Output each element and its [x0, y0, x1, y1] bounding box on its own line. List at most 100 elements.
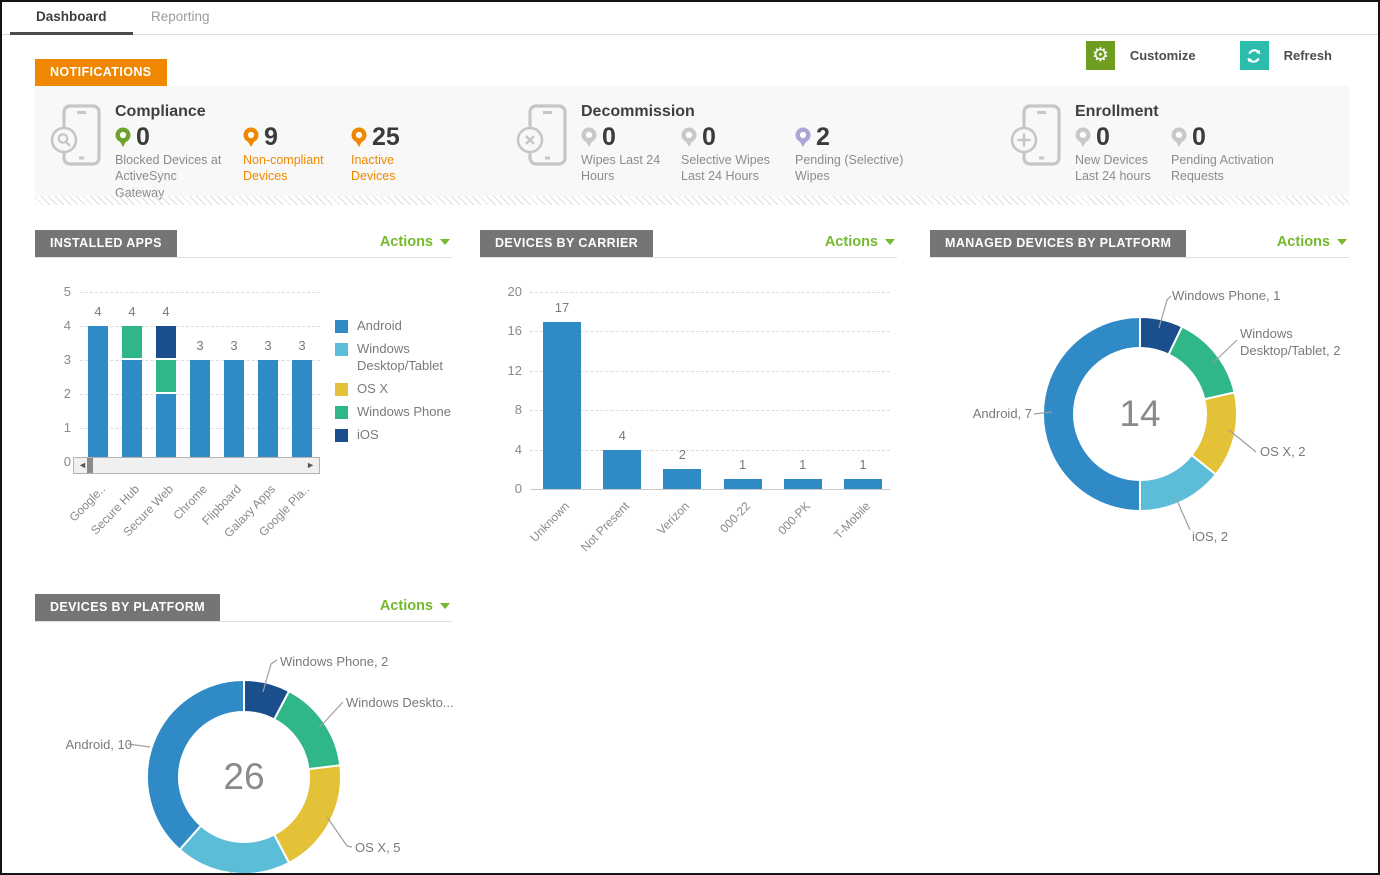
tab-reporting[interactable]: Reporting [151, 9, 210, 24]
compliance-section: Compliance 0 Blocked Devices at ActiveSyn… [49, 103, 419, 201]
stat-value: 2 [816, 122, 830, 151]
legend-item: Windows Phone [335, 404, 467, 420]
donut-slice [1042, 315, 1141, 513]
slice-label: iOS, 2 [1192, 529, 1229, 544]
section-title: Compliance [115, 103, 206, 120]
legend-label: Windows Phone [357, 404, 451, 419]
chevron-down-icon [440, 239, 450, 246]
chevron-down-icon [885, 239, 895, 246]
chart-scrollbar[interactable]: ◄ ► [73, 457, 320, 474]
x-axis-label: Verizon [654, 499, 693, 538]
slice-label: Windows Deskto... [346, 695, 454, 710]
y-axis-label: 8 [514, 402, 522, 418]
stat-value: 0 [602, 122, 616, 151]
slice-label: Windows Desktop/Tablet, 2 [1240, 326, 1341, 358]
gridline [530, 292, 890, 293]
y-axis-label: 4 [514, 441, 522, 457]
refresh-label: Refresh [1283, 48, 1332, 63]
donut-slice [272, 764, 342, 865]
refresh-icon [1239, 41, 1269, 70]
installed-apps-panel: INSTALLED APPS Actions Android Windows De… [35, 230, 452, 580]
bar-segment [190, 360, 210, 462]
panel-title: INSTALLED APPS [35, 230, 177, 257]
bar-segment [258, 360, 278, 462]
gridline [80, 292, 320, 293]
customize-button[interactable]: ⚙ Customize [1085, 41, 1196, 70]
actions-dropdown[interactable]: Actions [380, 598, 450, 614]
legend-item: OS X [335, 381, 467, 397]
stat-value: 0 [1192, 122, 1206, 151]
section-title: Enrollment [1075, 103, 1159, 120]
y-axis-label: 20 [507, 284, 522, 299]
scroll-left-arrow[interactable]: ◄ [78, 460, 87, 470]
compliance-stats: 0 Blocked Devices at ActiveSync Gateway 9 N… [115, 123, 419, 201]
x-axis-label: Not Present [578, 499, 633, 555]
stat-value-row: 0 [1075, 123, 1155, 151]
managed-devices-by-platform-panel: MANAGED DEVICES BY PLATFORM Actions 14 W… [930, 230, 1349, 580]
y-axis-label: 12 [507, 362, 522, 378]
bar-segment [156, 326, 176, 360]
scrollbar-thumb[interactable] [87, 458, 93, 473]
stat-label: New Devices Last 24 hours [1075, 153, 1151, 184]
y-axis-label: 1 [63, 420, 71, 435]
actions-dropdown[interactable]: Actions [380, 234, 450, 250]
panel-header: INSTALLED APPS Actions [35, 230, 452, 258]
stat-label: Non-compliant Devices [243, 153, 324, 184]
pin-icon [1171, 127, 1187, 147]
panel-title: DEVICES BY CARRIER [480, 230, 654, 257]
gridline [530, 449, 890, 451]
actions-label: Actions [1276, 234, 1330, 250]
section-title: Decommission [581, 103, 695, 120]
refresh-button[interactable]: Refresh [1239, 41, 1332, 70]
toolbar: ⚙ Customize Refresh [1085, 41, 1332, 70]
actions-dropdown[interactable]: Actions [1277, 234, 1347, 250]
scroll-right-arrow[interactable]: ► [306, 460, 315, 470]
bar-segment [122, 360, 142, 462]
tab-dashboard[interactable]: Dashboard [10, 2, 133, 35]
phone-plus-icon [1010, 104, 1061, 166]
bar-segment [88, 326, 108, 462]
x-axis-label: Unknown [527, 499, 573, 545]
legend-swatch [335, 320, 348, 333]
bar-value-label: 3 [264, 338, 272, 353]
actions-dropdown[interactable]: Actions [825, 234, 895, 250]
slice-label: Windows Phone, 1 [1172, 288, 1281, 303]
gridline [530, 410, 890, 412]
y-axis-label: 0 [63, 454, 71, 469]
tab-bar: Dashboard Reporting [2, 2, 1378, 35]
stat-value-row: 0 [115, 123, 227, 151]
gridline [80, 326, 320, 327]
legend-label: Android [357, 318, 402, 333]
bar-segment [156, 360, 176, 394]
bar-value-label: 3 [230, 338, 238, 353]
notification-stat: 9 Non-compliant Devices [243, 123, 335, 201]
legend-item: iOS [335, 427, 467, 443]
stat-label: Selective Wipes Last 24 Hours [681, 153, 770, 184]
enrollment-section: Enrollment 0 New Devices Last 24 hours 0 Pe… [1009, 103, 1281, 185]
notification-stat: 2 Pending (Selective) Wipes [795, 122, 909, 185]
notification-stat: 0 Blocked Devices at ActiveSync Gateway [115, 123, 227, 201]
gridline [530, 370, 890, 372]
stat-value-row: 25 [351, 123, 419, 151]
bar-value-label: 1 [799, 457, 807, 473]
pin-icon [581, 127, 597, 147]
slice-label: Android, 10 [65, 737, 133, 752]
chevron-down-icon [1337, 239, 1347, 246]
notifications-banner: NOTIFICATIONS [35, 59, 167, 86]
bar [723, 479, 762, 489]
notifications-panel: Compliance 0 Blocked Devices at ActiveSyn… [35, 86, 1349, 200]
legend-label: Windows Desktop/Tablet [357, 341, 443, 373]
enrollment-stats: 0 New Devices Last 24 hours 0 Pending Activ… [1075, 122, 1281, 185]
panel-title: MANAGED DEVICES BY PLATFORM [930, 230, 1187, 257]
devices-by-platform-panel: DEVICES BY PLATFORM Actions 26 Windows P… [35, 594, 454, 873]
stat-label: Inactive Devices [351, 153, 396, 184]
legend-item: Windows Desktop/Tablet [335, 341, 467, 374]
x-axis-label: 000-22 [716, 499, 753, 536]
stat-value: 0 [702, 122, 716, 151]
bar-value-label: 3 [196, 338, 204, 353]
bar-value-label: 17 [554, 299, 570, 315]
donut-slice [1167, 325, 1236, 401]
bar-value-label: 1 [859, 457, 867, 473]
slice-label: OS X, 2 [1260, 444, 1306, 459]
